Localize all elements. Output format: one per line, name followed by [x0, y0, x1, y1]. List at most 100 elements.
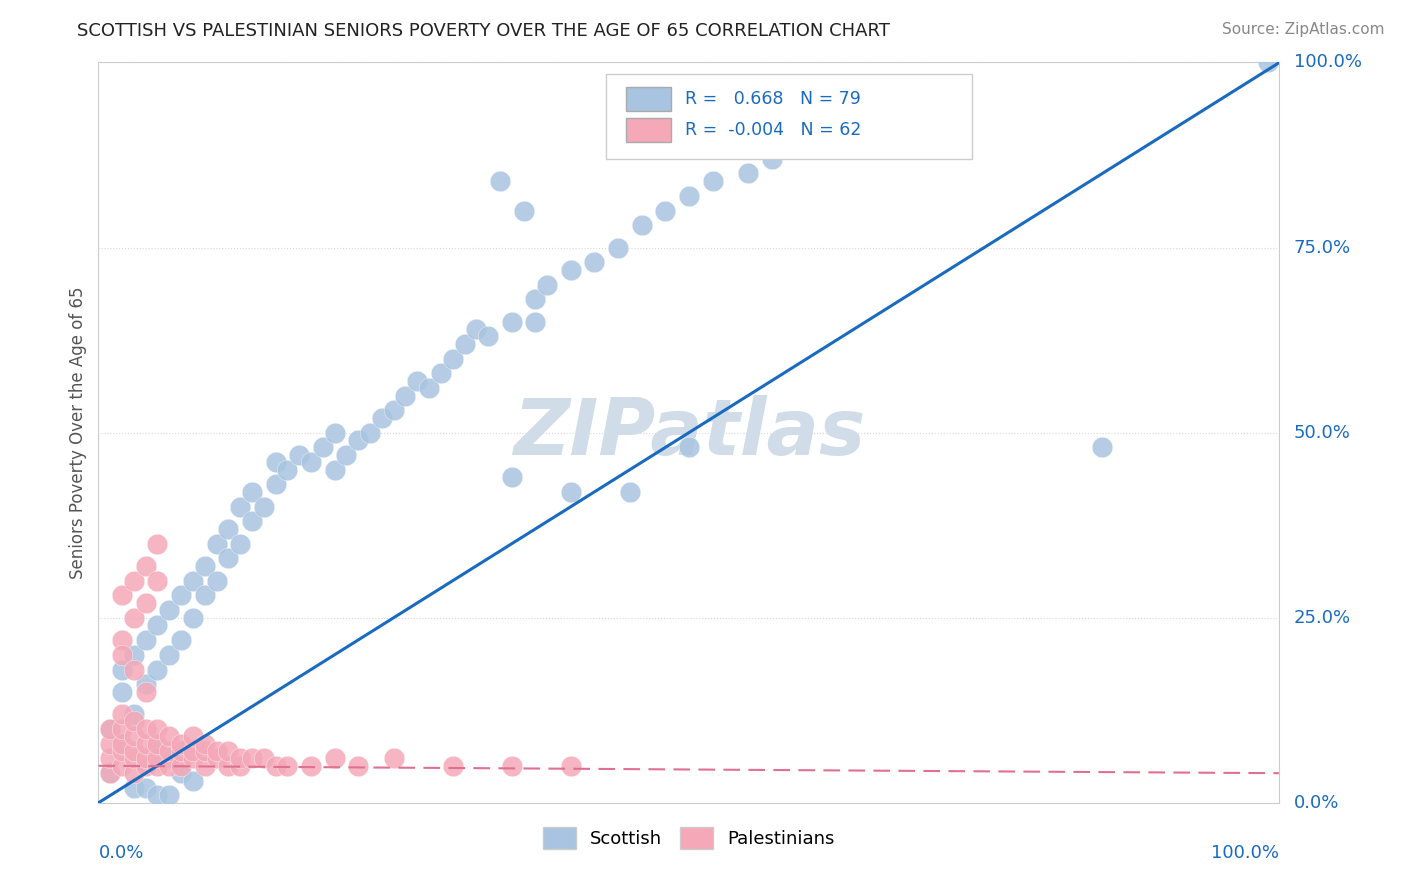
Legend: Scottish, Palestinians: Scottish, Palestinians	[536, 821, 842, 856]
Text: 100.0%: 100.0%	[1212, 844, 1279, 862]
Point	[122, 714, 145, 729]
Point	[229, 536, 252, 550]
Text: 25.0%: 25.0%	[1294, 608, 1351, 627]
Point	[135, 685, 157, 699]
Point	[382, 403, 405, 417]
Point	[157, 729, 180, 743]
Point	[217, 551, 239, 566]
Point	[335, 448, 357, 462]
Text: R =   0.668   N = 79: R = 0.668 N = 79	[685, 90, 862, 108]
Point	[524, 293, 547, 307]
Point	[253, 500, 276, 514]
Point	[122, 729, 145, 743]
Point	[170, 766, 193, 780]
Point	[170, 737, 193, 751]
Point	[122, 610, 145, 624]
Point	[453, 336, 475, 351]
Point	[111, 648, 134, 662]
Text: R =  -0.004   N = 62: R = -0.004 N = 62	[685, 120, 862, 139]
Point	[264, 477, 287, 491]
Point	[157, 758, 180, 772]
Point	[122, 574, 145, 588]
FancyBboxPatch shape	[626, 87, 671, 111]
Point	[135, 722, 157, 736]
Point	[98, 766, 121, 780]
Point	[157, 603, 180, 617]
Point	[205, 751, 228, 765]
Point	[702, 174, 724, 188]
Point	[654, 203, 676, 218]
Point	[217, 744, 239, 758]
Point	[477, 329, 499, 343]
Point	[371, 410, 394, 425]
Point	[583, 255, 606, 269]
Point	[607, 240, 630, 255]
Point	[312, 441, 335, 455]
Point	[111, 589, 134, 603]
Point	[441, 351, 464, 366]
Text: Source: ZipAtlas.com: Source: ZipAtlas.com	[1222, 22, 1385, 37]
Point	[678, 188, 700, 202]
Text: 0.0%: 0.0%	[98, 844, 143, 862]
Point	[181, 744, 204, 758]
Point	[135, 677, 157, 691]
Point	[430, 367, 453, 381]
Text: 100.0%: 100.0%	[1294, 54, 1361, 71]
Point	[264, 758, 287, 772]
Point	[299, 455, 322, 469]
Point	[122, 751, 145, 765]
Point	[299, 758, 322, 772]
Point	[146, 737, 169, 751]
Point	[181, 751, 204, 765]
Point	[536, 277, 558, 292]
Point	[98, 722, 121, 736]
Point	[406, 374, 429, 388]
Text: SCOTTISH VS PALESTINIAN SENIORS POVERTY OVER THE AGE OF 65 CORRELATION CHART: SCOTTISH VS PALESTINIAN SENIORS POVERTY …	[77, 22, 890, 40]
Point	[146, 663, 169, 677]
Point	[146, 618, 169, 632]
Point	[135, 632, 157, 647]
Point	[146, 722, 169, 736]
Point	[157, 648, 180, 662]
Point	[135, 751, 157, 765]
Point	[524, 314, 547, 328]
Point	[181, 729, 204, 743]
Point	[796, 129, 818, 144]
Point	[323, 425, 346, 440]
Point	[205, 536, 228, 550]
Point	[135, 737, 157, 751]
Point	[418, 381, 440, 395]
Point	[394, 388, 416, 402]
Point	[111, 758, 134, 772]
Point	[194, 589, 217, 603]
Point	[181, 574, 204, 588]
Point	[170, 632, 193, 647]
Point	[157, 751, 180, 765]
Point	[288, 448, 311, 462]
Point	[122, 744, 145, 758]
Point	[146, 751, 169, 765]
Point	[489, 174, 512, 188]
Point	[205, 744, 228, 758]
Point	[205, 574, 228, 588]
Point	[560, 262, 582, 277]
Point	[678, 441, 700, 455]
Point	[122, 780, 145, 795]
Point	[146, 737, 169, 751]
Point	[170, 589, 193, 603]
Point	[347, 433, 370, 447]
Point	[146, 789, 169, 803]
Point	[276, 758, 298, 772]
Point	[229, 500, 252, 514]
Point	[229, 751, 252, 765]
Point	[111, 737, 134, 751]
Point	[264, 455, 287, 469]
Point	[240, 515, 263, 529]
Point	[630, 219, 652, 233]
Point	[98, 751, 121, 765]
Point	[111, 685, 134, 699]
Text: 50.0%: 50.0%	[1294, 424, 1351, 442]
Point	[98, 722, 121, 736]
FancyBboxPatch shape	[626, 118, 671, 142]
Point	[122, 766, 145, 780]
